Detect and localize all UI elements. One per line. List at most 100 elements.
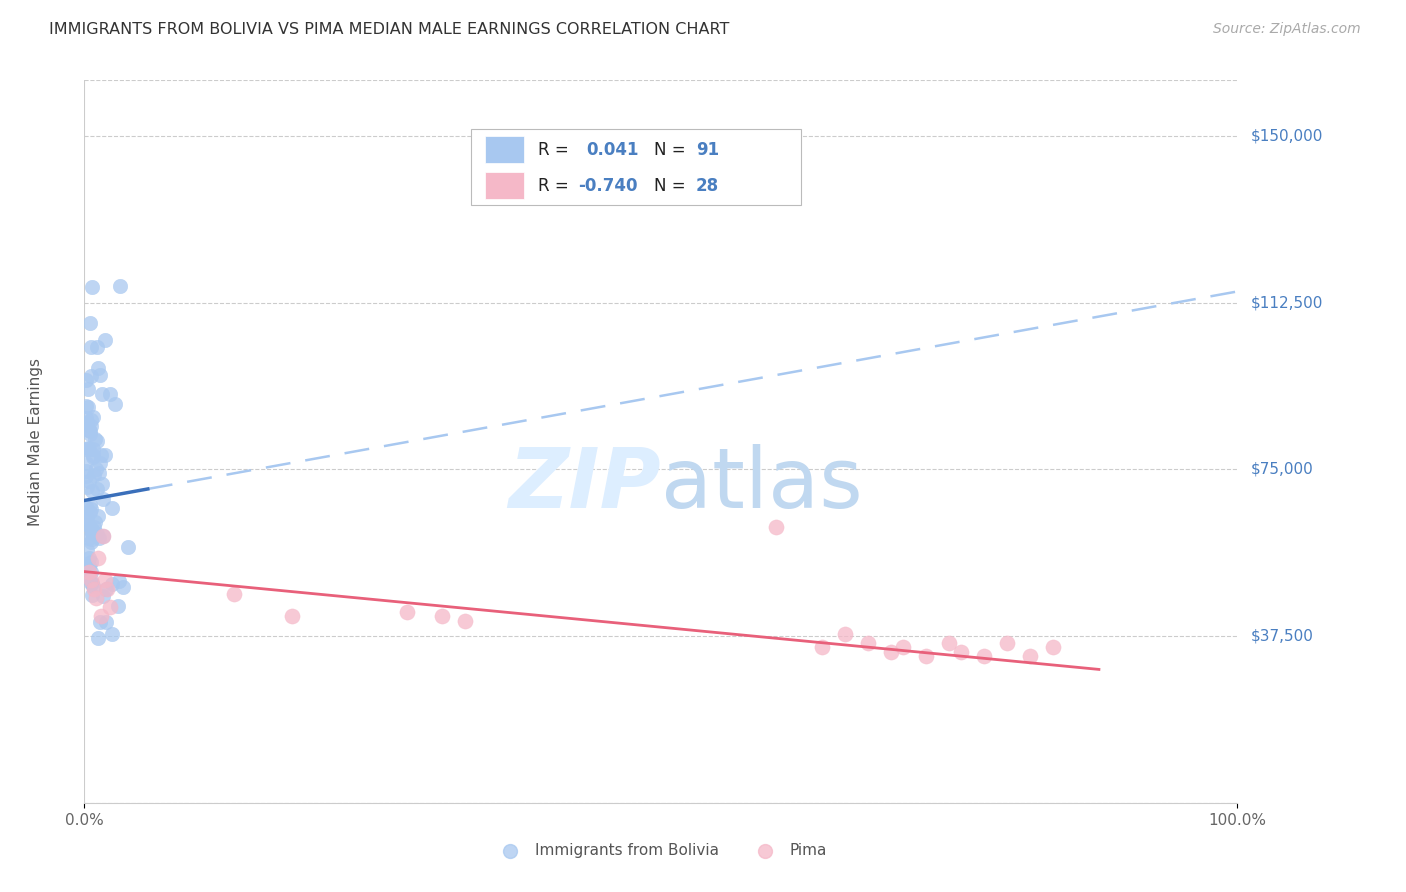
Point — [108, 574, 131, 588]
Point — [80, 413, 103, 427]
Point — [77, 442, 100, 457]
Text: $112,500: $112,500 — [1251, 295, 1323, 310]
Point — [82, 280, 104, 294]
Point — [90, 387, 112, 401]
Point — [84, 432, 107, 446]
Text: R =: R = — [538, 141, 575, 159]
Point — [80, 522, 103, 536]
Point — [79, 575, 101, 590]
Point — [76, 517, 98, 532]
Point — [75, 500, 97, 514]
Point — [396, 605, 419, 619]
Point — [765, 520, 787, 534]
Point — [91, 491, 114, 506]
Point — [76, 480, 98, 494]
Point — [98, 600, 121, 615]
Point — [87, 467, 110, 481]
Text: 0.041: 0.041 — [586, 141, 638, 159]
Point — [86, 527, 108, 541]
Point — [75, 513, 97, 527]
Text: -0.740: -0.740 — [578, 177, 637, 194]
Point — [75, 410, 97, 425]
Point — [79, 425, 101, 439]
Point — [75, 456, 97, 470]
Point — [938, 636, 960, 650]
Point — [87, 551, 110, 566]
Point — [89, 368, 111, 382]
Text: R =: R = — [538, 177, 575, 194]
Point — [224, 587, 246, 601]
Point — [77, 382, 100, 396]
Text: Median Male Earnings: Median Male Earnings — [28, 358, 44, 525]
Text: $75,000: $75,000 — [1251, 462, 1313, 477]
Point — [80, 502, 103, 516]
Point — [86, 482, 108, 496]
Point — [79, 504, 101, 518]
Point — [86, 434, 108, 448]
Point — [76, 415, 98, 429]
Point — [75, 442, 97, 456]
Point — [90, 448, 112, 462]
Point — [76, 511, 98, 525]
Point — [77, 441, 100, 455]
Point — [83, 468, 105, 483]
Text: IMMIGRANTS FROM BOLIVIA VS PIMA MEDIAN MALE EARNINGS CORRELATION CHART: IMMIGRANTS FROM BOLIVIA VS PIMA MEDIAN M… — [49, 22, 730, 37]
Text: 28: 28 — [696, 177, 718, 194]
Point — [91, 529, 114, 543]
Text: N =: N = — [654, 141, 690, 159]
Point — [84, 462, 107, 476]
Point — [80, 533, 103, 547]
Text: $150,000: $150,000 — [1251, 128, 1323, 144]
Point — [77, 401, 100, 415]
Point — [83, 515, 105, 529]
Point — [82, 524, 104, 539]
Point — [94, 574, 117, 588]
Point — [101, 627, 124, 641]
Point — [77, 475, 100, 489]
Point — [91, 590, 114, 604]
Point — [91, 529, 114, 543]
Point — [94, 334, 117, 348]
Point — [84, 591, 107, 606]
Point — [80, 574, 103, 588]
Point — [80, 484, 103, 499]
Point — [80, 576, 103, 591]
Point — [80, 535, 103, 549]
Point — [80, 588, 103, 602]
Point — [79, 498, 101, 512]
Point — [79, 565, 101, 579]
Point — [87, 531, 110, 545]
Point — [87, 508, 110, 523]
Point — [80, 419, 103, 434]
Point — [79, 427, 101, 442]
Point — [87, 632, 110, 646]
Point — [973, 649, 995, 664]
Point — [90, 477, 112, 491]
Point — [77, 558, 100, 573]
Point — [94, 615, 117, 629]
Point — [75, 557, 97, 571]
Point — [79, 316, 101, 330]
Point — [83, 519, 105, 533]
Point — [98, 387, 121, 401]
Legend: Immigrants from Bolivia, Pima: Immigrants from Bolivia, Pima — [489, 837, 832, 863]
Point — [858, 636, 880, 650]
Text: ZIP: ZIP — [508, 444, 661, 525]
Point — [949, 645, 972, 659]
Point — [995, 636, 1018, 650]
Point — [82, 450, 104, 465]
Point — [86, 340, 108, 354]
Point — [80, 340, 103, 354]
Point — [110, 279, 132, 293]
Text: 91: 91 — [696, 141, 718, 159]
Point — [89, 456, 111, 470]
Point — [75, 469, 97, 483]
Point — [1042, 640, 1064, 655]
Point — [454, 614, 477, 628]
Point — [86, 361, 108, 376]
Point — [79, 555, 101, 569]
Point — [104, 397, 127, 411]
Point — [83, 582, 105, 597]
Point — [82, 409, 104, 424]
Point — [100, 500, 122, 515]
